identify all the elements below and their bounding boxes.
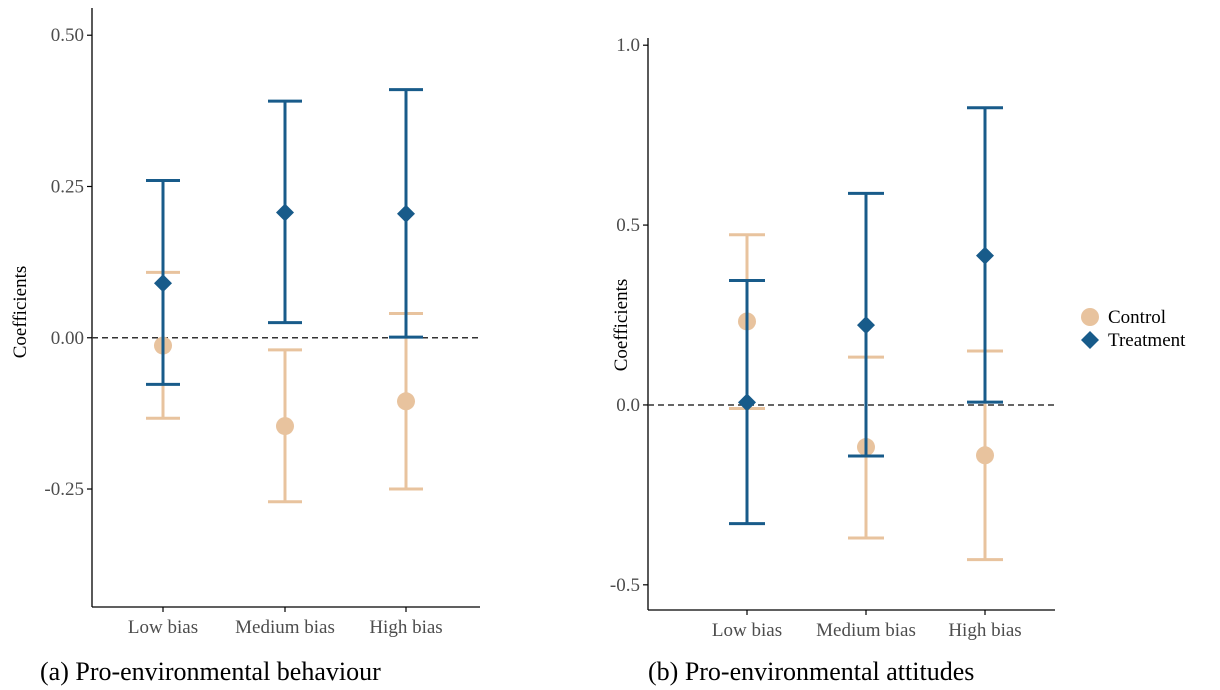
y-tick-label: -0.5 — [610, 575, 640, 596]
y-axis-title: Coefficients — [10, 266, 31, 359]
treatment-point — [738, 393, 756, 412]
panel-a-behaviour: 0.50 0.25 0.00 -0.25 Low bias Medium bias High… — [10, 8, 480, 686]
legend-treatment-key — [1081, 331, 1099, 349]
x-tick-label: Medium bias — [816, 620, 916, 641]
panel-caption: (a) Pro-environmental behaviour — [40, 657, 381, 686]
legend-control-key — [1081, 308, 1099, 326]
control-point — [397, 392, 415, 411]
treatment-point — [857, 316, 875, 335]
y-tick-label: 0.50 — [51, 25, 84, 46]
treatment-point — [976, 246, 994, 265]
treatment-point — [276, 203, 294, 222]
x-tick-label: Low bias — [128, 617, 198, 638]
y-tick-label: -0.25 — [44, 479, 84, 500]
legend-label: Control — [1108, 307, 1166, 328]
panel-caption: (b) Pro-environmental attitudes — [648, 657, 974, 686]
legend-label: Treatment — [1108, 330, 1186, 351]
control-point — [976, 446, 994, 465]
treatment-point — [154, 274, 172, 293]
panel-b-attitudes: 1.0 0.5 0.0 -0.5 Low bias Medium bias High bia… — [610, 35, 1055, 686]
x-tick-label: Low bias — [712, 620, 782, 641]
y-tick-label: 0.25 — [51, 176, 84, 197]
y-tick-label: 0.00 — [51, 328, 84, 349]
treatment-point — [397, 204, 415, 223]
x-tick-label: High bias — [948, 620, 1021, 641]
control-point — [276, 417, 294, 436]
y-axis-title: Coefficients — [611, 279, 632, 372]
y-tick-label: 0.5 — [616, 215, 640, 236]
y-tick-label: 1.0 — [616, 35, 640, 56]
y-tick-label: 0.0 — [616, 395, 640, 416]
x-tick-label: Medium bias — [235, 617, 335, 638]
x-tick-label: High bias — [369, 617, 442, 638]
